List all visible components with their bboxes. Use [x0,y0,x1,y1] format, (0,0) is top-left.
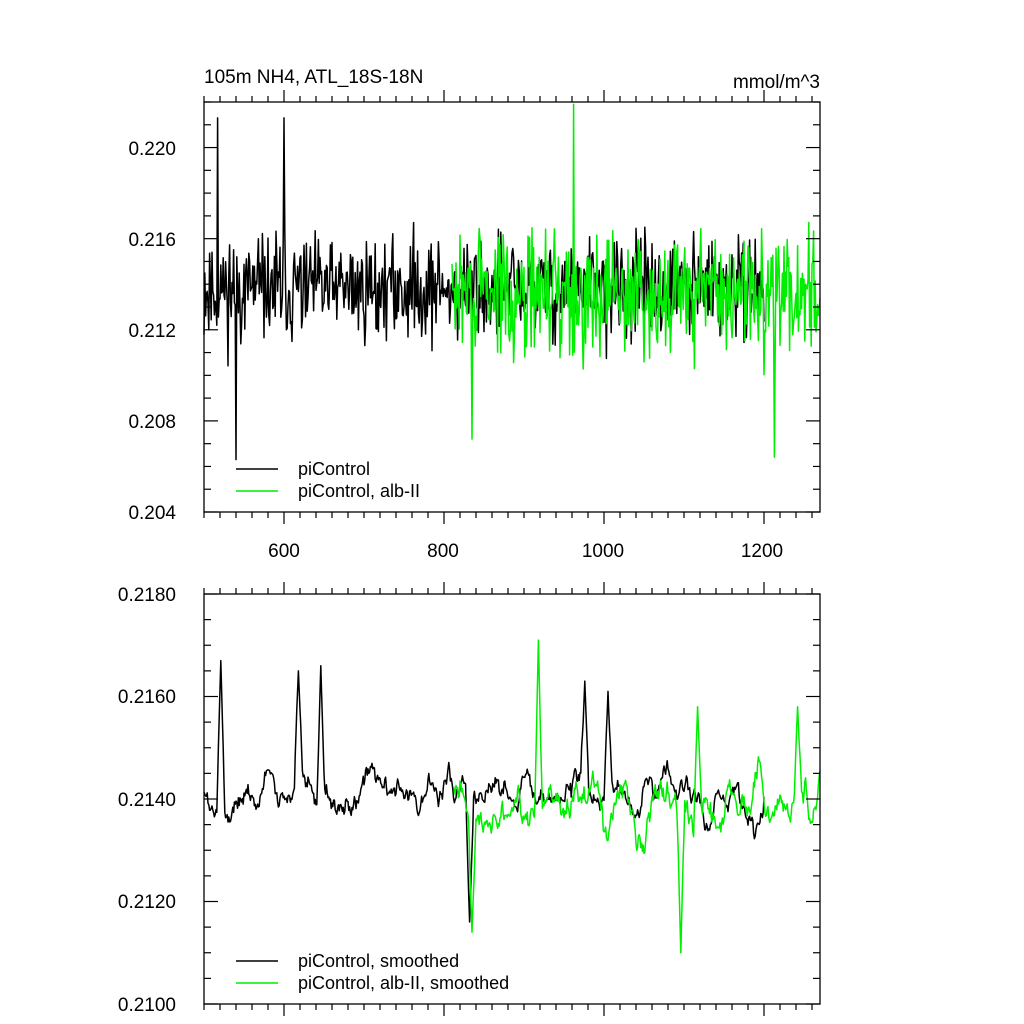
units-label: mmol/m^3 [733,72,820,93]
x-tick-label: 800 [427,541,459,562]
series-group [203,103,821,461]
x-tick-label: 600 [268,541,300,562]
y-tick-label: 0.220 [128,139,176,160]
series-group [203,639,821,954]
y-tick-label: 0.2120 [118,892,176,913]
legend-label-alb-ii-smoothed: piControl, alb-II, smoothed [298,973,509,993]
series-line-picontrol-alb-ii [452,639,821,954]
y-tick-label: 0.208 [128,412,176,433]
legend-label-alb-ii: piControl, alb-II [298,481,420,501]
y-tick-label: 0.216 [128,230,176,251]
bottom-panel: 0.2100 0.2120 0.2140 0.2160 0.2180 piCon… [118,582,821,1016]
x-tick-label: 1200 [741,541,783,562]
series-line-picontrol [203,659,765,923]
y-tick-label: 0.2180 [118,585,176,606]
x-tick-labels: 600 800 1000 1200 [268,541,783,562]
legend: piControl, smoothed piControl, alb-II, s… [236,951,509,993]
y-tick-label: 0.2140 [118,790,176,811]
y-tick-label: 0.204 [128,503,176,524]
top-panel: 105m NH4, ATL_18S-18N mmol/m^3 0.204 0.2… [128,67,821,562]
y-tick-label: 0.2100 [118,995,176,1016]
series-line-picontrol-alb-ii [451,103,821,459]
legend: piControl piControl, alb-II [236,459,420,501]
plot-frame [203,593,821,1005]
x-tick-label: 1000 [582,541,624,562]
y-tick-label: 0.2160 [118,687,176,708]
y-tick-label: 0.212 [128,321,176,342]
tick-marks [203,90,820,524]
y-tick-labels: 0.2100 0.2120 0.2140 0.2160 0.2180 [118,585,176,1016]
legend-label-smoothed: piControl, smoothed [298,951,459,971]
chart-title: 105m NH4, ATL_18S-18N [204,67,423,88]
series-line-picontrol [203,117,765,461]
y-tick-labels: 0.204 0.208 0.212 0.216 0.220 [128,139,176,524]
tick-marks [203,582,820,1016]
legend-label-picontrol: piControl [298,459,370,479]
